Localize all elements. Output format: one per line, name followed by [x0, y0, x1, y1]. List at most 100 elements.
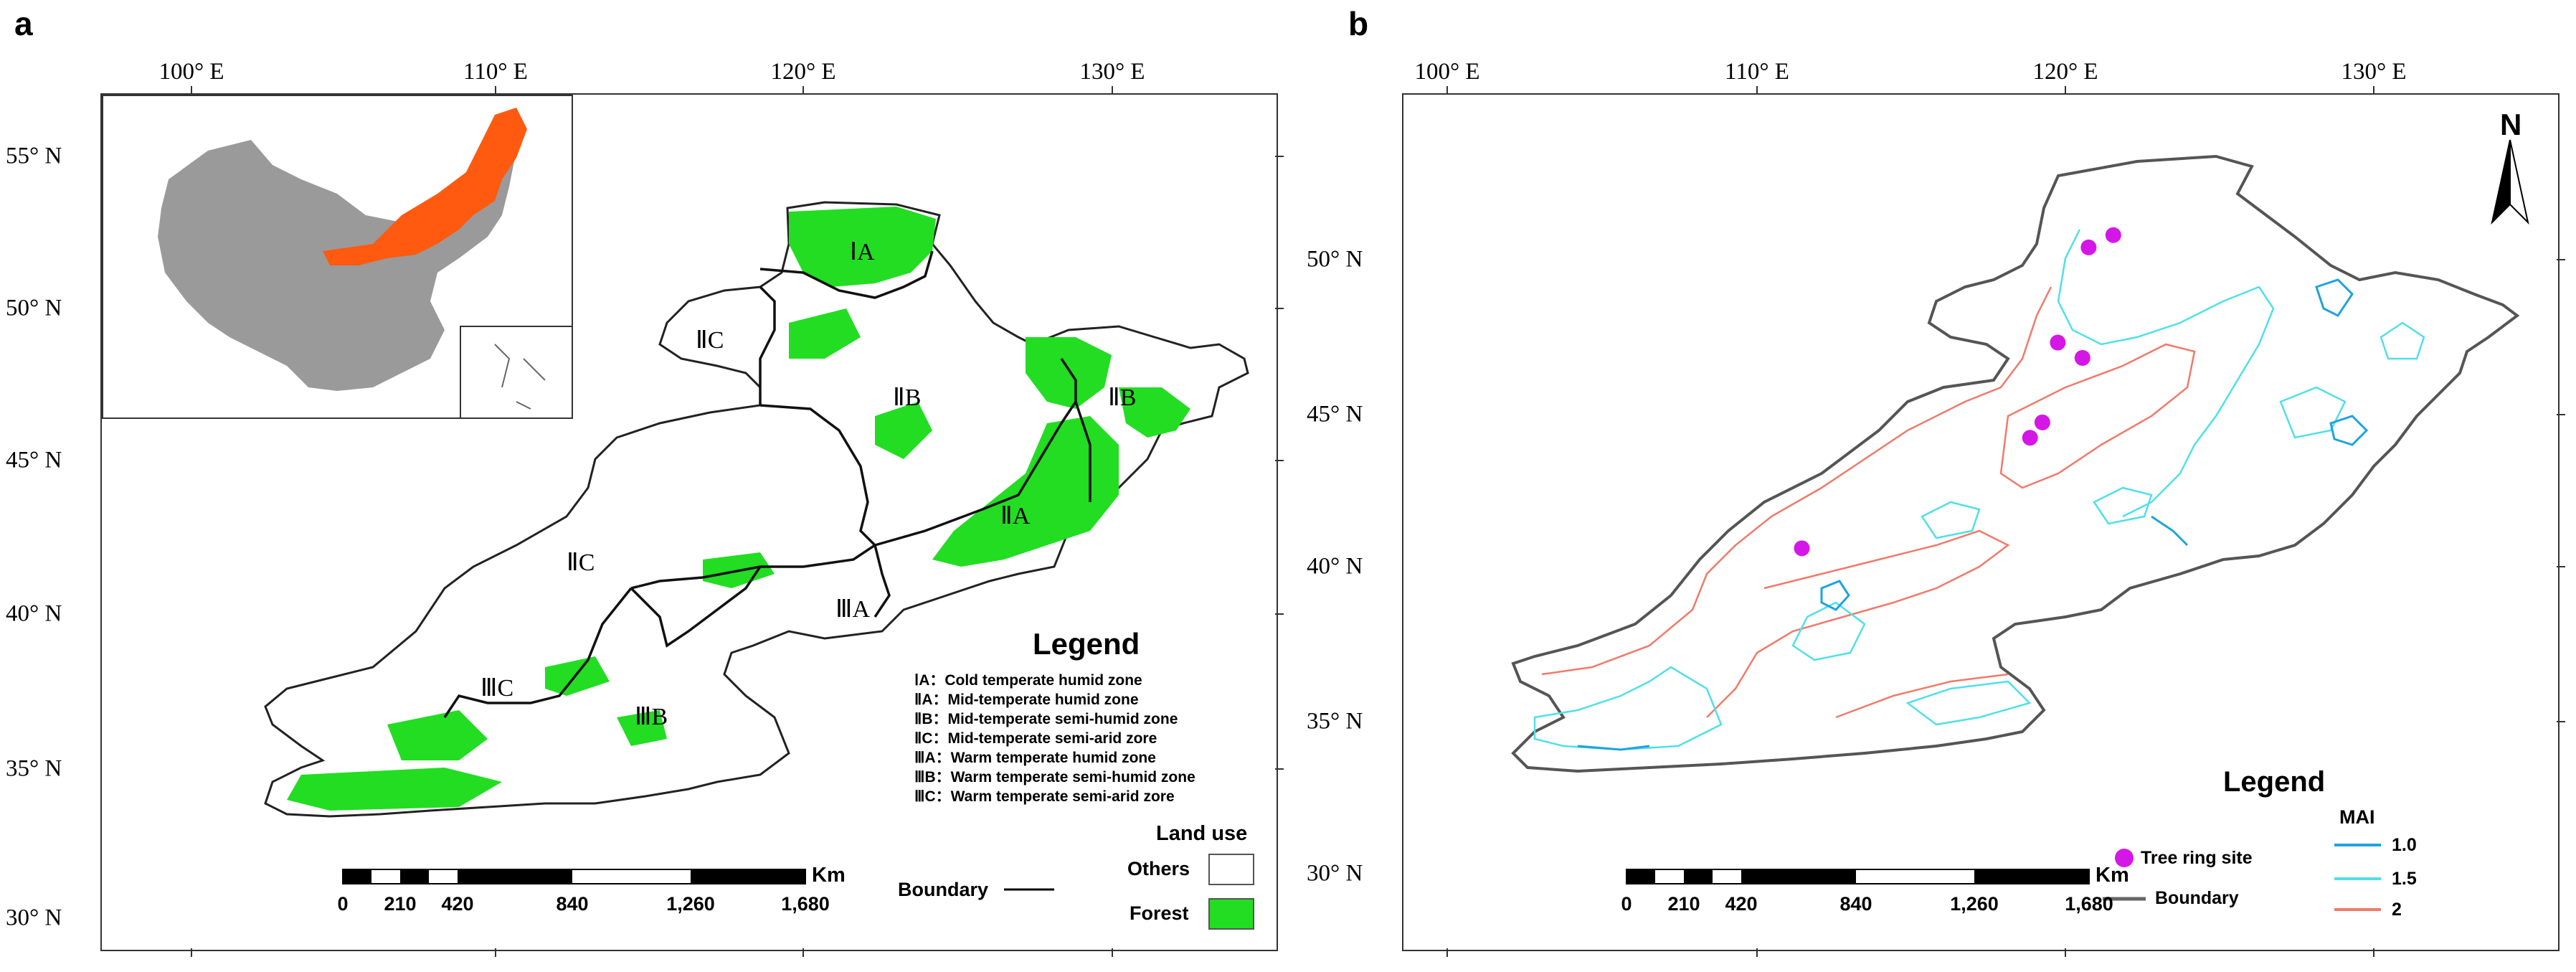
lat-label-55: 55° N	[6, 143, 62, 169]
mai-contour-2	[1541, 286, 2052, 676]
tree-ring-site-marker	[2050, 334, 2066, 351]
lon-label-120-b: 120° E	[2032, 59, 2098, 85]
mai-contour-1.5	[1905, 680, 2032, 726]
scale-tick: 0	[1621, 893, 1632, 915]
tree-ring-site-marker	[2022, 430, 2038, 446]
scale-unit-a: Km	[812, 864, 846, 887]
mai-contour-1.5	[1791, 601, 1866, 661]
tree-ring-site-marker	[2074, 349, 2090, 366]
forest-patch	[789, 207, 936, 287]
legend-item-iib: ⅡB：Mid-temperate semi-humid zone	[914, 711, 1178, 727]
lat-label-30-b: 30° N	[1307, 860, 1363, 887]
lon-label-110: 110° E	[463, 59, 528, 85]
scale-bar-b	[1626, 869, 2090, 884]
lat-label-45: 45° N	[6, 447, 62, 473]
scale-tick: 1,260	[1950, 893, 1999, 915]
zone-label-iiic: ⅢC	[480, 675, 513, 702]
mai-contour-2	[1706, 529, 2010, 718]
scale-tick: 1,260	[666, 893, 715, 915]
legend-title-b: Legend	[2223, 766, 2326, 798]
zone-label-iiia: ⅢA	[835, 596, 870, 623]
mai-contour-1.0	[2151, 515, 2189, 547]
scale-tick: 840	[556, 893, 589, 915]
zone-boundary	[630, 566, 762, 648]
mai-contour-2	[1999, 343, 2196, 489]
legend-title-a: Legend	[1033, 627, 1140, 661]
boundary-label-a: Boundary	[898, 879, 989, 900]
inset-highlight-region	[323, 108, 527, 265]
mai-contour-1.0	[1820, 580, 1850, 611]
forest-patch	[1119, 387, 1190, 438]
forest-patch	[287, 768, 502, 811]
zone-boundary	[873, 544, 891, 618]
mai-contour-1.5	[2279, 386, 2347, 439]
forest-patch	[387, 710, 488, 760]
mai-2-contours	[1541, 286, 2196, 719]
mai-contour-2	[1835, 673, 2009, 719]
boundary-label-b: Boundary	[2155, 888, 2239, 908]
lon-label-130-b: 130° E	[2341, 59, 2407, 85]
others-label: Others	[1127, 858, 1190, 879]
lat-label-50-b: 50° N	[1307, 246, 1363, 273]
scale-tick: 1,680	[2065, 893, 2113, 915]
zone-label-ia: ⅠA	[850, 239, 875, 265]
tree-ring-site-marker	[2034, 414, 2050, 430]
forest-patch	[789, 308, 861, 359]
scale-tick: 210	[384, 893, 417, 915]
north-label: N	[2500, 108, 2522, 141]
legend-item-iiia: ⅢA：Warm temperate humid zone	[914, 750, 1156, 766]
forest-label: Forest	[1130, 902, 1189, 924]
forest-swatch	[1208, 898, 1254, 930]
mai-contour-1.0	[2315, 278, 2354, 317]
legend-item-iiic: ⅢC：Warm temperate semi-arid zore	[914, 788, 1175, 805]
scale-bar-a	[342, 869, 806, 884]
tree-ring-site-label: Tree ring site	[2141, 848, 2253, 868]
mai-level-1.0: 1.0	[2392, 835, 2417, 855]
lat-label-40-b: 40° N	[1307, 553, 1363, 580]
scale-tick: 420	[1725, 893, 1758, 915]
mai-contour-1.5	[2093, 486, 2153, 525]
lat-label-45-b: 45° N	[1307, 401, 1363, 428]
lat-label-30: 30° N	[6, 905, 62, 931]
region-outline-a	[264, 201, 1249, 818]
mai-contour-1.5	[2380, 321, 2425, 360]
region-outline-b	[1511, 154, 2520, 773]
zone-boundaries	[443, 250, 1092, 718]
zone-boundary	[759, 404, 876, 547]
lon-label-110-b: 110° E	[1725, 59, 1789, 85]
zone-label-iic: ⅡC	[567, 549, 595, 576]
lon-label-100-b: 100° E	[1414, 59, 1480, 85]
others-swatch	[1208, 854, 1254, 885]
mai-contour-1.5	[2057, 229, 2275, 518]
lat-label-50: 50° N	[6, 295, 62, 321]
tree-ring-site-marker	[2105, 227, 2121, 243]
mai-1.0-contours	[1577, 278, 2369, 751]
zone-label-iic-north: ⅡC	[696, 327, 724, 354]
legend-item-iia: ⅡA：Mid-temperate humid zone	[914, 692, 1139, 708]
forest-patches	[287, 207, 1190, 811]
scale-tick: 420	[441, 893, 474, 915]
zone-boundary	[874, 358, 1077, 547]
forest-patch	[1026, 337, 1112, 409]
tree-ring-site-marker	[2080, 239, 2097, 255]
zone-boundary	[759, 286, 776, 405]
legend-item-iiib: ⅢB：Warm temperate semi-humid zone	[914, 769, 1195, 785]
mai-contour-1.5	[1533, 666, 1723, 751]
mai-contour-1.5	[1921, 501, 1981, 539]
zone-boundary	[1074, 401, 1092, 502]
mai-title: MAI	[2339, 806, 2375, 828]
legend-item-iic: ⅡC：Mid-temperate semi-arid zore	[914, 730, 1157, 747]
mai-level-1.5: 1.5	[2392, 869, 2417, 889]
land-use-title: Land use	[1156, 822, 1248, 845]
scale-unit-b: Km	[2096, 864, 2129, 887]
mai-contour-1.0	[2329, 415, 2369, 446]
lat-label-35: 35° N	[6, 755, 62, 782]
zone-label-iib: ⅡB	[893, 384, 921, 411]
zone-boundary	[759, 250, 934, 299]
lon-label-130: 130° E	[1079, 59, 1145, 85]
north-arrow	[2491, 139, 2529, 225]
zone-label-iia: ⅡA	[1000, 503, 1031, 529]
forest-patch	[545, 656, 610, 696]
